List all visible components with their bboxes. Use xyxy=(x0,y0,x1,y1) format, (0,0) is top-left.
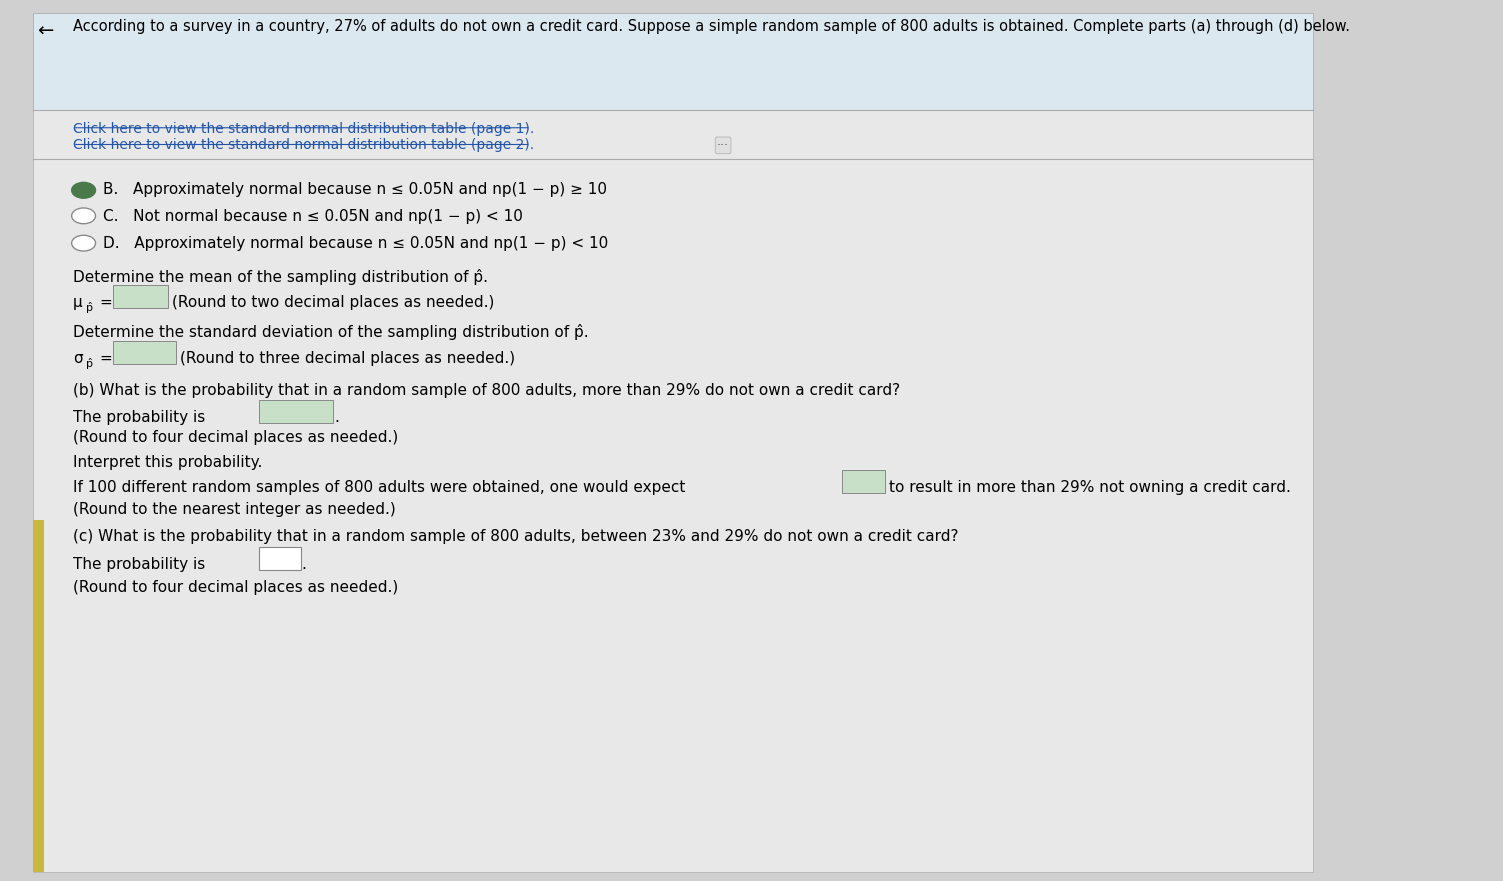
FancyBboxPatch shape xyxy=(113,285,168,308)
Text: =: = xyxy=(99,351,113,366)
FancyBboxPatch shape xyxy=(843,470,885,493)
Text: Interpret this probability.: Interpret this probability. xyxy=(74,455,263,470)
FancyBboxPatch shape xyxy=(259,547,301,570)
Text: μ: μ xyxy=(74,295,83,310)
Text: Click here to view the standard normal distribution table (page 2).: Click here to view the standard normal d… xyxy=(74,138,534,152)
Circle shape xyxy=(72,208,96,224)
Text: to result in more than 29% not owning a credit card.: to result in more than 29% not owning a … xyxy=(888,480,1291,495)
Text: 10: 10 xyxy=(848,477,867,492)
Circle shape xyxy=(72,182,96,198)
Text: Determine the mean of the sampling distribution of p̂.: Determine the mean of the sampling distr… xyxy=(74,269,488,285)
Text: (Round to the nearest integer as needed.): (Round to the nearest integer as needed.… xyxy=(74,502,395,517)
Text: The probability is: The probability is xyxy=(74,410,206,425)
Text: ···: ··· xyxy=(717,139,729,152)
Text: Determine the standard deviation of the sampling distribution of p̂.: Determine the standard deviation of the … xyxy=(74,324,589,340)
Text: (b) What is the probability that in a random sample of 800 adults, more than 29%: (b) What is the probability that in a ra… xyxy=(74,383,900,398)
FancyBboxPatch shape xyxy=(33,520,44,872)
Text: (c) What is the probability that in a random sample of 800 adults, between 23% a: (c) What is the probability that in a ra… xyxy=(74,529,959,544)
Text: (Round to two decimal places as needed.): (Round to two decimal places as needed.) xyxy=(173,295,494,310)
Circle shape xyxy=(72,235,96,251)
Text: ←: ← xyxy=(38,22,54,41)
Text: 0.1013: 0.1013 xyxy=(263,406,316,421)
Text: Click here to view the standard normal distribution table (page 1).: Click here to view the standard normal d… xyxy=(74,122,534,136)
FancyBboxPatch shape xyxy=(259,400,334,423)
Text: ✓: ✓ xyxy=(78,182,86,192)
Text: σ: σ xyxy=(74,351,83,366)
Text: B.   Approximately normal because n ≤ 0.05N and np(1 − p) ≥ 10: B. Approximately normal because n ≤ 0.05… xyxy=(104,182,607,197)
Text: (Round to four decimal places as needed.): (Round to four decimal places as needed.… xyxy=(74,580,398,595)
Text: p̂: p̂ xyxy=(86,302,93,313)
FancyBboxPatch shape xyxy=(113,341,176,364)
Text: D.   Approximately normal because n ≤ 0.05N and np(1 − p) < 10: D. Approximately normal because n ≤ 0.05… xyxy=(104,236,609,251)
Text: =: = xyxy=(99,295,113,310)
Text: The probability is: The probability is xyxy=(74,557,206,572)
Text: (Round to four decimal places as needed.): (Round to four decimal places as needed.… xyxy=(74,430,398,445)
Text: .: . xyxy=(334,410,340,425)
Text: 0.27: 0.27 xyxy=(117,292,150,307)
Text: C.   Not normal because n ≤ 0.05N and np(1 − p) < 10: C. Not normal because n ≤ 0.05N and np(1… xyxy=(104,209,523,224)
FancyBboxPatch shape xyxy=(33,13,1314,110)
Text: .: . xyxy=(301,557,307,572)
Text: If 100 different random samples of 800 adults were obtained, one would expect: If 100 different random samples of 800 a… xyxy=(74,480,685,495)
Text: 0.016: 0.016 xyxy=(117,347,161,362)
Text: (Round to three decimal places as needed.): (Round to three decimal places as needed… xyxy=(180,351,516,366)
Text: According to a survey in a country, 27% of adults do not own a credit card. Supp: According to a survey in a country, 27% … xyxy=(74,19,1350,34)
FancyBboxPatch shape xyxy=(33,13,1314,872)
Text: p̂: p̂ xyxy=(86,358,93,368)
